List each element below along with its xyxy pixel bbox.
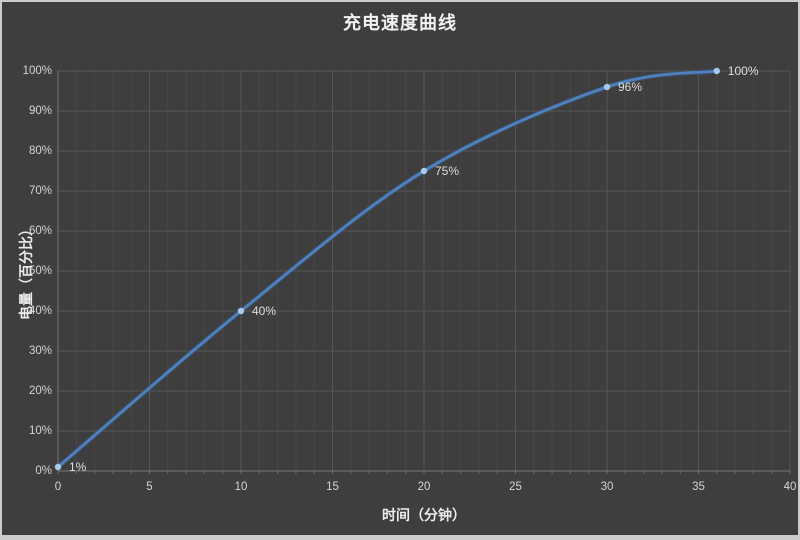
x-tick-label: 5 [146,481,153,493]
y-tick-label: 50% [28,265,52,277]
data-point-label: 96% [618,80,643,94]
x-axis-title: 时间（分钟） [382,507,466,523]
data-point-marker [713,67,720,75]
x-tick-label: 40 [783,481,797,493]
x-tick-label: 0 [54,481,62,493]
x-tick-label: 35 [692,481,705,493]
data-point-marker [237,307,245,315]
data-point-marker [54,463,62,471]
y-tick-label: 30% [28,345,52,357]
y-tick-label: 100% [22,65,52,77]
x-tick-label: 25 [509,481,522,493]
x-tick-label: 30 [600,481,614,493]
data-point-marker [420,167,428,175]
y-tick-label: 70% [28,185,52,197]
y-tick-label: 60% [28,225,52,237]
data-point-label: 75% [435,164,460,178]
chart-title: 充电速度曲线 [343,13,457,33]
data-point-label: 1% [69,460,87,474]
x-tick-label: 15 [326,481,339,493]
y-tick-label: 10% [28,425,52,437]
data-point-marker [603,83,611,91]
x-tick-label: 10 [234,481,248,493]
y-tick-label: 0% [35,465,52,477]
charge-curve-line [56,69,719,469]
y-tick-label: 20% [28,385,52,397]
data-point-label: 40% [252,304,277,318]
x-tick-label: 20 [417,481,431,493]
y-tick-label: 80% [28,145,52,157]
y-tick-label: 90% [28,105,52,117]
y-tick-label: 40% [28,305,52,317]
data-point-label: 100% [727,64,759,78]
